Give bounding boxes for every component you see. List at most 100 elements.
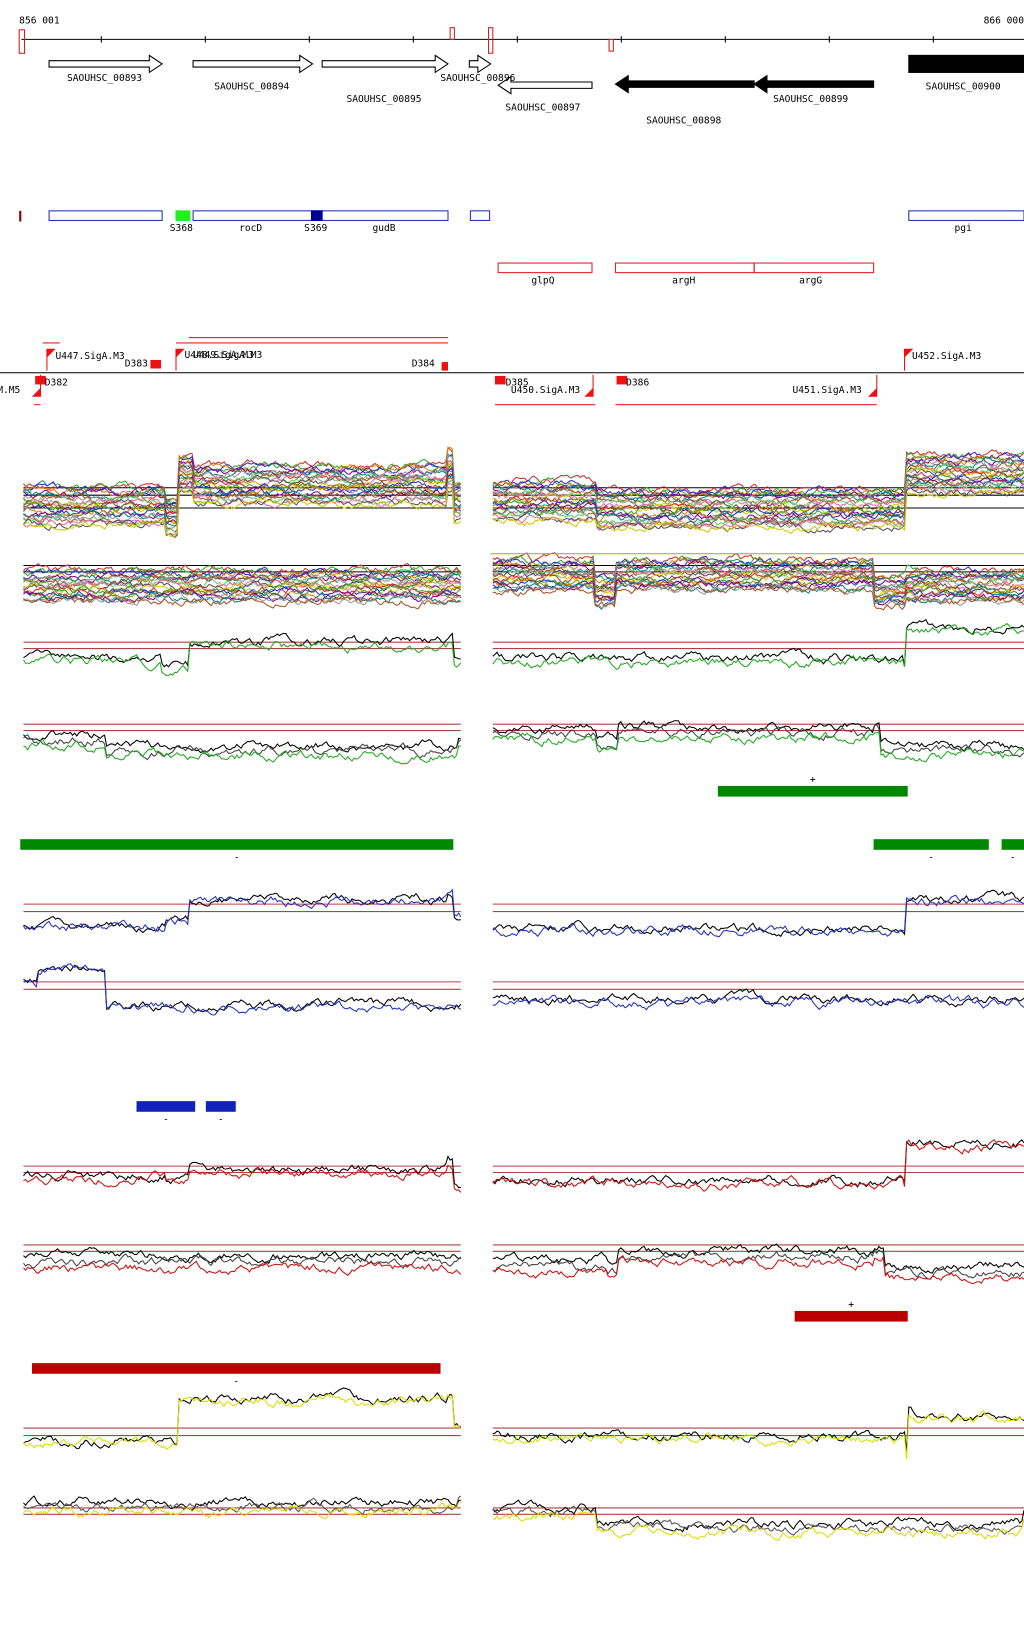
segment (20, 839, 454, 850)
label: U450.SigA.M3 (511, 385, 580, 396)
trace (23, 963, 462, 1016)
feature (48, 210, 163, 221)
trace (23, 1253, 462, 1270)
label: NM.M5 (0, 385, 20, 396)
trace (23, 473, 461, 526)
trace (23, 1393, 462, 1450)
label: glpQ (531, 275, 554, 286)
label: 866 000 (984, 15, 1024, 26)
gene-arrow (192, 54, 314, 74)
label: SAOUHSC_00898 (646, 116, 721, 127)
trace (23, 1164, 462, 1193)
trace (492, 583, 1024, 611)
marker (449, 27, 455, 40)
label: + (810, 775, 816, 786)
gene-arrow (321, 54, 449, 74)
segment (205, 1101, 236, 1112)
trace (492, 571, 1024, 600)
label: - (218, 1114, 224, 1125)
label: D384 (412, 358, 435, 369)
trace (23, 730, 461, 754)
label: U452.SigA.M3 (912, 351, 981, 362)
trace (492, 622, 1024, 670)
gene-arrow (753, 74, 875, 94)
label: SAOUHSC_00895 (346, 94, 421, 105)
trace (492, 458, 1024, 506)
label: argH (672, 275, 695, 286)
feature (753, 262, 875, 274)
trace (492, 894, 1024, 938)
label: SAOUHSC_00900 (926, 81, 1001, 92)
label: D385 (506, 378, 529, 389)
promoter-flag (904, 348, 914, 371)
feature (175, 210, 191, 221)
promoter (441, 362, 448, 371)
label: SAOUHSC_00896 (440, 73, 515, 84)
trace (492, 1243, 1024, 1274)
trace (492, 579, 1024, 606)
gene-arrow (614, 74, 755, 94)
label: D386 (626, 378, 649, 389)
label: - (233, 1376, 239, 1387)
trace (492, 578, 1024, 610)
trace (492, 449, 1024, 495)
trace (23, 594, 461, 610)
label: - (163, 1114, 169, 1125)
feature (908, 210, 1024, 221)
trace (492, 473, 1024, 521)
trace (23, 632, 461, 668)
trace (23, 888, 462, 932)
trace (492, 1138, 1024, 1192)
trace (23, 1495, 462, 1516)
trace (23, 1260, 462, 1276)
feature (19, 210, 22, 222)
trace (492, 618, 1024, 667)
label: U449.SigA.M3 (193, 350, 262, 361)
trace (492, 451, 1024, 498)
feature (614, 262, 755, 274)
trace (492, 488, 1024, 534)
trace (492, 1249, 1024, 1281)
gene-arrow (48, 54, 164, 74)
trace (23, 581, 461, 595)
segment (32, 1363, 441, 1374)
trace (492, 487, 1024, 534)
gene-arrow (497, 75, 593, 95)
label: rocD (239, 223, 262, 234)
label: U451.SigA.M3 (793, 385, 862, 396)
trace (492, 724, 1024, 758)
trace (23, 573, 462, 587)
trace (23, 562, 462, 576)
trace (492, 1409, 1024, 1460)
trace (492, 730, 1024, 763)
promoter-flag (175, 348, 185, 371)
trace (492, 558, 1024, 590)
label: pgi (955, 223, 973, 234)
label: argG (799, 275, 822, 286)
trace (23, 734, 462, 761)
label: - (234, 852, 240, 863)
label: S369 (304, 223, 327, 234)
trace (23, 478, 462, 530)
feature (469, 210, 491, 221)
label: S368 (170, 223, 193, 234)
trace (23, 1501, 461, 1519)
marker (18, 29, 26, 54)
feature (497, 262, 593, 274)
feature (310, 210, 323, 221)
label: D383 (125, 358, 148, 369)
trace (23, 1387, 462, 1450)
trace (492, 480, 1024, 530)
marker (608, 38, 614, 52)
trace (23, 738, 461, 765)
trace (492, 456, 1024, 503)
label: SAOUHSC_00897 (505, 103, 580, 114)
marker (488, 27, 494, 54)
trace (492, 558, 1024, 586)
trace (23, 462, 461, 524)
segment (873, 839, 989, 850)
trace (23, 583, 461, 597)
label: 856 001 (19, 15, 60, 26)
trace (492, 457, 1024, 505)
